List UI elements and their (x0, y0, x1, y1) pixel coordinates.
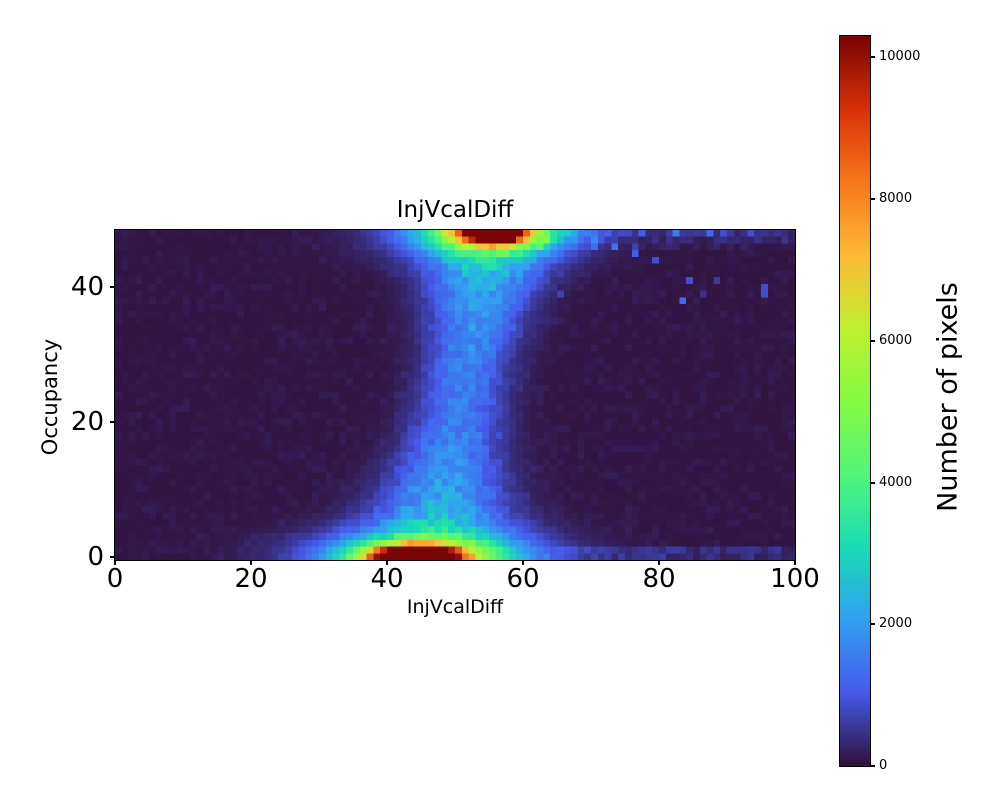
colorbar-tick-label: 6000 (879, 332, 913, 348)
y-tick-mark (110, 420, 115, 423)
x-tick-mark (386, 560, 388, 565)
x-tick-mark (522, 560, 524, 565)
colorbar-tick-mark (870, 765, 875, 767)
y-axis-label: Occupancy (38, 338, 62, 456)
colorbar-tick-mark (870, 481, 875, 484)
colorbar-tick-label: 10000 (879, 49, 921, 65)
colorbar-tick-mark (870, 623, 875, 626)
x-tick-label: 80 (642, 564, 676, 594)
heatmap-canvas (115, 230, 795, 560)
y-tick-label: 40 (70, 272, 104, 303)
x-tick-mark (794, 560, 796, 565)
x-tick-label: 40 (370, 564, 404, 594)
colorbar-tick-mark (870, 56, 875, 59)
colorbar-tick-label: 2000 (879, 616, 913, 632)
chart-title: InjVcalDiff (396, 197, 514, 223)
x-tick-mark (658, 560, 660, 565)
x-tick-mark (114, 560, 116, 565)
colorbar-tick-label: 4000 (879, 474, 913, 490)
x-tick-mark (250, 560, 252, 565)
colorbar-tick-mark (870, 339, 875, 342)
colorbar-tick-label: 8000 (879, 191, 913, 206)
y-tick-mark (110, 286, 115, 289)
plot-area (114, 229, 796, 561)
y-tick-mark (110, 555, 115, 558)
colorbar-tick-mark (870, 198, 875, 200)
y-tick-label: 0 (87, 541, 104, 572)
x-axis-label: InjVcalDiff (406, 596, 504, 618)
colorbar-tick-label: 0 (879, 758, 888, 773)
x-tick-label: 0 (106, 564, 124, 594)
x-tick-label: 100 (770, 564, 820, 594)
x-tick-label: 20 (234, 564, 268, 594)
colorbar (839, 35, 871, 767)
colorbar-gradient-canvas (840, 36, 870, 766)
y-tick-label: 20 (70, 406, 104, 437)
x-tick-label: 60 (506, 564, 540, 594)
colorbar-label: Number of pixels (932, 282, 964, 512)
